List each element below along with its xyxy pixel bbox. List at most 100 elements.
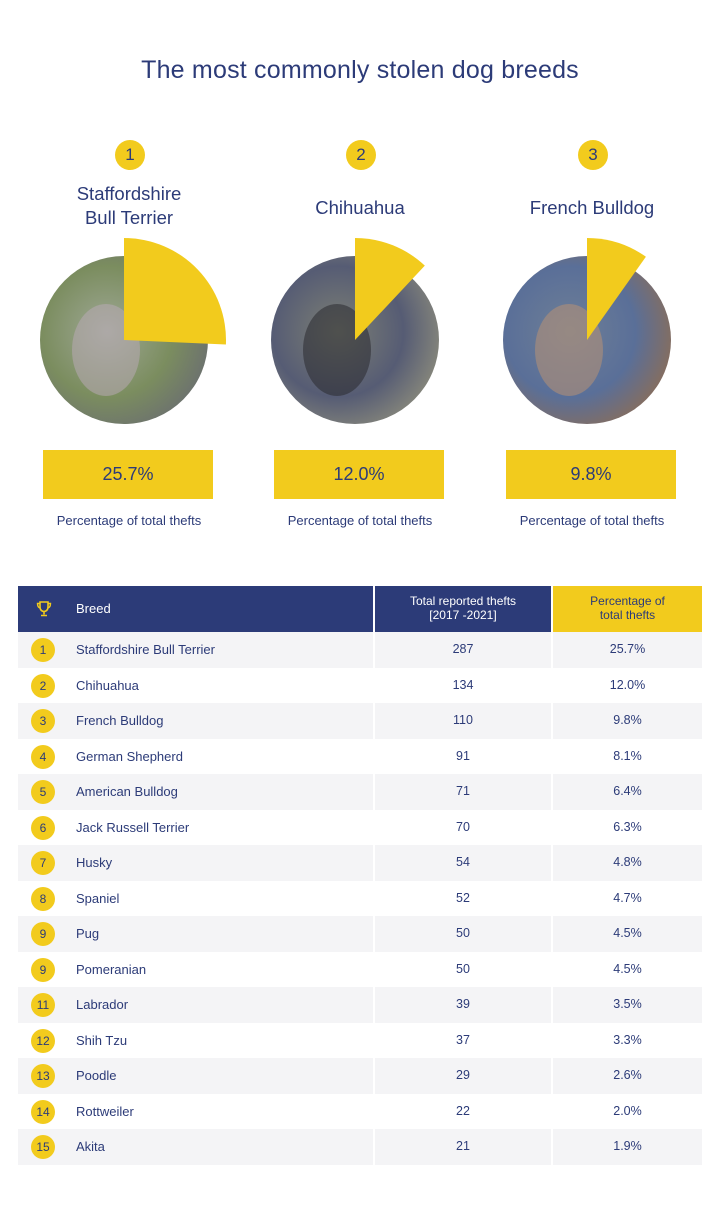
percentage-cell: 2.0% <box>613 1103 642 1118</box>
thefts-cell: 29 <box>456 1068 470 1082</box>
row-bg <box>375 632 551 668</box>
rank-badge: 3 <box>578 140 608 170</box>
header-percentage-cell: Percentage of total thefts <box>553 586 702 632</box>
percentage-value: 25.7% <box>43 450 213 499</box>
thefts-cell: 110 <box>453 713 473 727</box>
table-row: 14 Rottweiler 22 2.0% <box>18 1094 702 1130</box>
table-row: 15 Akita 21 1.9% <box>18 1129 702 1165</box>
percentage-cell: 1.9% <box>613 1139 642 1153</box>
row-bg <box>375 1058 551 1094</box>
row-bg <box>375 1129 551 1165</box>
table-row: 5 American Bulldog 71 6.4% <box>18 774 702 810</box>
thefts-cell: 37 <box>456 1032 470 1047</box>
dog-silhouette <box>72 304 140 396</box>
thefts-cell: 39 <box>456 997 470 1011</box>
table-row: 9 Pomeranian 50 4.5% <box>18 952 702 988</box>
rank-badge: 3 <box>31 709 55 733</box>
breed-name: Chihuahua <box>254 196 466 220</box>
row-bg <box>18 774 373 810</box>
row-bg <box>18 1129 373 1165</box>
table-body: 1 Staffordshire Bull Terrier 287 25.7% 2 Chih… <box>18 632 702 1165</box>
rank-badge: 5 <box>31 780 55 804</box>
breed-name-line: Bull Terrier <box>84 207 174 228</box>
top-breed-card-3: 3 French Bulldog 9.8% Percentage of tota… <box>503 138 678 538</box>
share-pie <box>271 238 439 424</box>
row-bg <box>18 1094 373 1130</box>
breed-cell: Jack Russell Terrier <box>76 819 190 835</box>
percentage-cell: 12.0% <box>609 677 646 692</box>
breed-cell: Pug <box>76 926 100 941</box>
percentage-caption: Percentage of total thefts <box>287 513 433 528</box>
breed-name: French Bulldog <box>486 196 698 220</box>
percentage-value: 9.8% <box>506 450 676 499</box>
row-bg <box>553 1058 702 1094</box>
header-thefts-cell: Total reported thefts [2017 -2021] <box>375 586 551 632</box>
percentage-caption: Percentage of total thefts <box>519 513 665 528</box>
table-row: 6 Jack Russell Terrier 70 6.3% <box>18 810 702 846</box>
breed-cell: Labrador <box>76 997 129 1012</box>
table-row: 8 Spaniel 52 4.7% <box>18 881 702 917</box>
breed-cell: Husky <box>76 855 113 870</box>
thefts-cell: 91 <box>456 748 470 763</box>
row-bg <box>18 668 373 704</box>
table-row: 7 Husky 54 4.8% <box>18 845 702 881</box>
thefts-cell: 50 <box>456 961 470 976</box>
percentage-cell: 4.5% <box>613 961 642 976</box>
table-header: Breed Total reported thefts [2017 -2021]… <box>18 586 702 632</box>
percentage-caption: Percentage of total thefts <box>56 513 202 528</box>
percentage-cell: 3.3% <box>613 1032 642 1047</box>
header-breed-label: Breed <box>76 601 111 616</box>
breed-cell: French Bulldog <box>76 713 164 728</box>
rank-badge: 9 <box>31 957 55 982</box>
rank-badge: 15 <box>31 1135 55 1159</box>
thefts-cell: 71 <box>456 784 470 798</box>
thefts-cell: 54 <box>456 855 470 869</box>
row-bg <box>18 632 373 668</box>
breed-cell: Spaniel <box>76 890 120 906</box>
row-bg <box>18 916 373 952</box>
percentage-cell: 4.5% <box>613 926 642 940</box>
rank-badge: 8 <box>31 886 55 911</box>
row-bg <box>18 1023 373 1059</box>
trophy-icon <box>36 601 52 617</box>
share-pie <box>503 238 671 424</box>
breed-cell: Staffordshire Bull Terrier <box>76 642 215 657</box>
rank-badge: 12 <box>31 1028 55 1053</box>
page-title: The most commonly stolen dog breeds <box>141 56 579 84</box>
breed-cell: Chihuahua <box>76 677 139 693</box>
thefts-cell: 50 <box>456 926 470 940</box>
table-row: 3 French Bulldog 110 9.8% <box>18 703 702 739</box>
rank-badge: 9 <box>31 922 55 946</box>
table-row: 4 German Shepherd 91 8.1% <box>18 739 702 775</box>
row-bg <box>553 987 702 1023</box>
row-bg <box>553 632 702 668</box>
breed-cell: Akita <box>76 1139 105 1154</box>
pie-slice <box>124 238 226 345</box>
row-bg <box>553 845 702 881</box>
percentage-cell: 25.7% <box>609 642 646 656</box>
breed-cell: Shih Tzu <box>76 1032 128 1048</box>
top-three-breeds: 1 Staffordshire Bull Terrier 25.7% Perce… <box>0 138 720 538</box>
pie-slice <box>587 238 646 340</box>
percentage-cell: 4.7% <box>613 890 642 905</box>
percentage-cell: 6.3% <box>613 819 642 834</box>
table-row: 1 Staffordshire Bull Terrier 287 25.7% <box>18 632 702 668</box>
row-bg <box>18 810 373 846</box>
row-bg <box>18 1058 373 1094</box>
top-breed-card-2: 2 Chihuahua 12.0% Percentage of total th… <box>271 138 446 538</box>
breed-cell: Rottweiler <box>76 1103 134 1119</box>
header-thefts-line: Total reported thefts <box>409 594 517 608</box>
rank-badge: 7 <box>31 851 55 875</box>
rank-badge: 2 <box>346 140 376 170</box>
percentage-cell: 8.1% <box>613 748 642 763</box>
thefts-cell: 21 <box>456 1139 470 1153</box>
breed-thefts-table: Breed Total reported thefts [2017 -2021]… <box>18 586 702 1165</box>
breed-name-line: French Bulldog <box>529 197 655 218</box>
row-bg <box>375 703 551 739</box>
row-bg <box>375 845 551 881</box>
row-bg <box>18 881 373 917</box>
rank-badge: 1 <box>115 140 145 170</box>
rank-badge: 14 <box>31 1099 55 1124</box>
row-bg <box>553 916 702 952</box>
percentage-cell: 6.4% <box>613 784 642 798</box>
